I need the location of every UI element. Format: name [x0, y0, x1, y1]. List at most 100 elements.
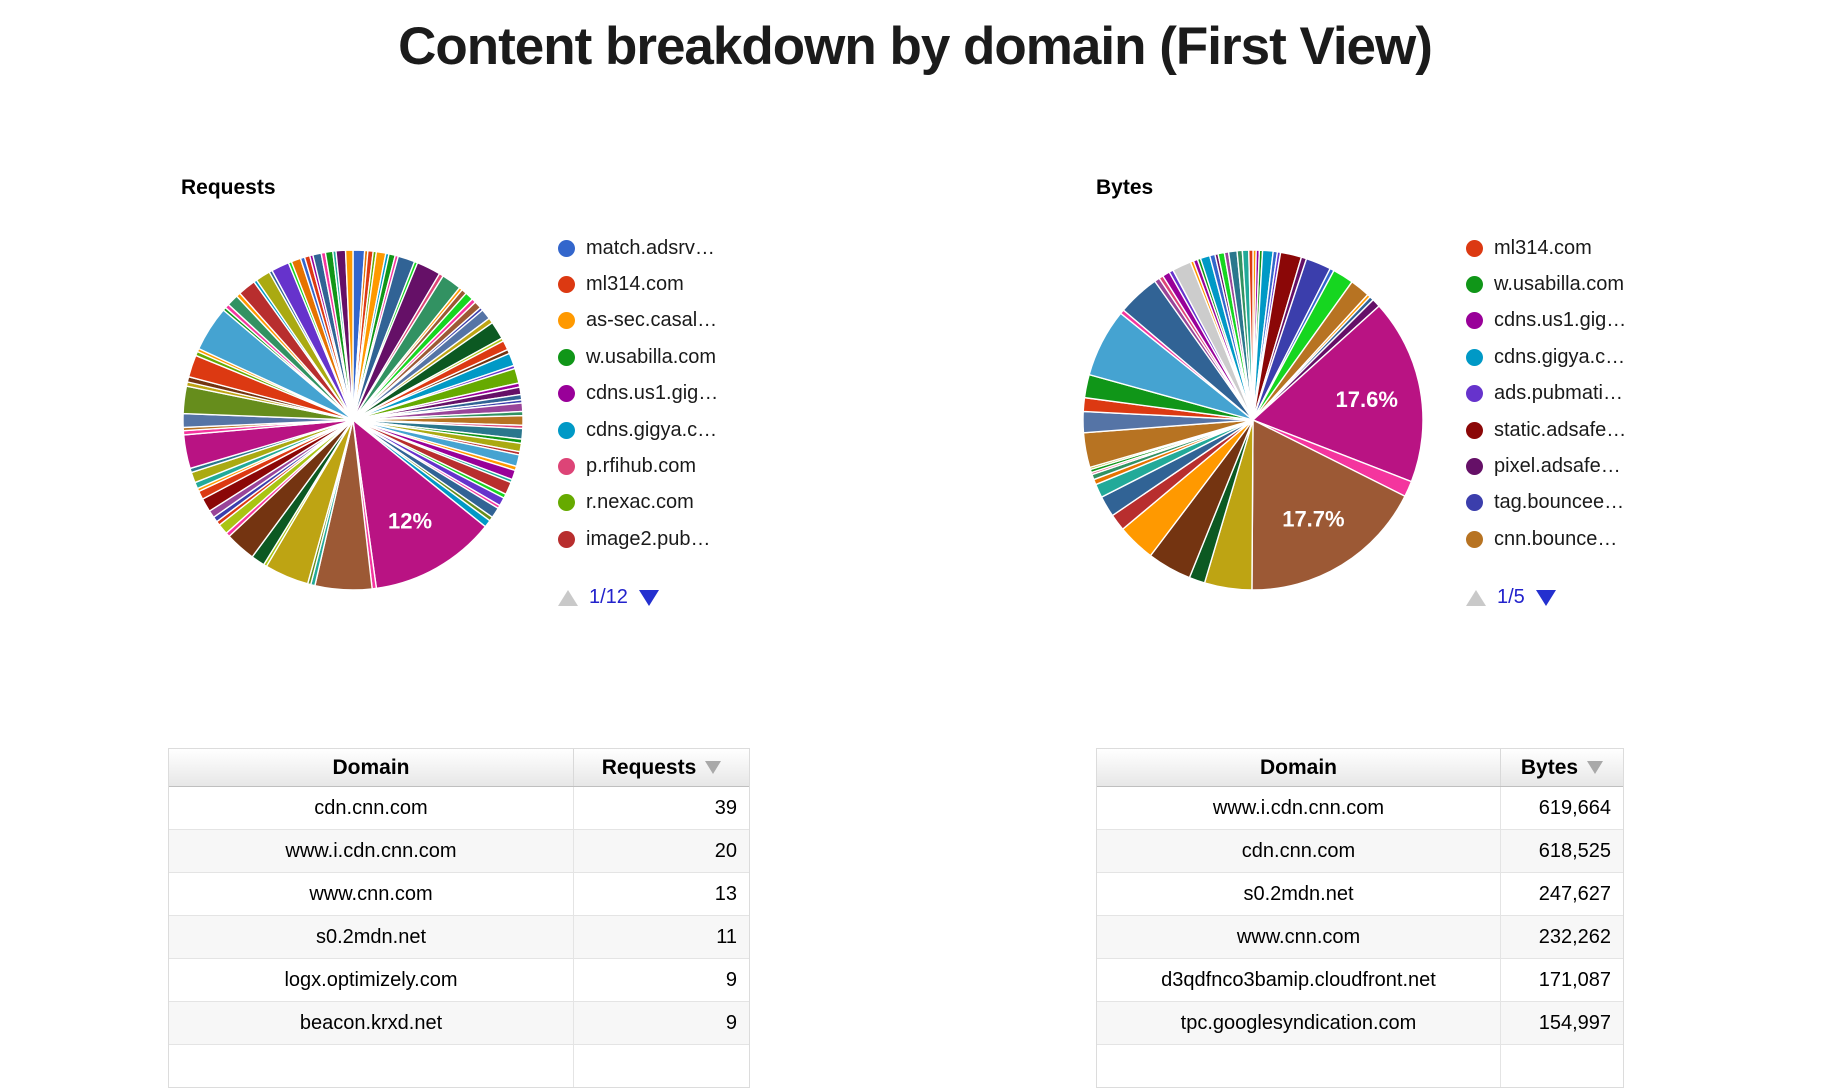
pie-slice-label: 12%	[388, 509, 432, 534]
legend-label: cnn.bounce…	[1494, 527, 1618, 550]
legend-item: r.nexac.com	[558, 485, 718, 521]
value-cell: 11	[716, 925, 737, 948]
value-cell: 154,997	[1538, 1011, 1611, 1034]
table-row: s0.2mdn.net 11	[169, 915, 749, 958]
legend-swatch-icon	[558, 530, 575, 548]
legend-item: static.adsafe…	[1466, 412, 1626, 448]
legend-prev-page-icon[interactable]	[558, 589, 578, 606]
legend-item: as-sec.casal…	[558, 303, 718, 339]
table-row-partial	[169, 1044, 749, 1087]
legend-swatch-icon	[558, 276, 575, 294]
bytes-table: Domain Bytes www.i.cdn.cnn.com 619,664 cdn…	[1096, 748, 1624, 1088]
value-cell	[1501, 1045, 1623, 1087]
pie-slice-label: 17.7%	[1282, 507, 1344, 532]
bytes-legend: ml314.com w.usabilla.com cdns.us1.gig… cdns…	[1466, 230, 1626, 558]
legend-swatch-icon	[1466, 458, 1483, 476]
legend-swatch-icon	[1466, 312, 1483, 330]
legend-swatch-icon	[558, 458, 575, 476]
legend-label: image2.pub…	[586, 527, 711, 550]
domain-cell: www.i.cdn.cnn.com	[169, 830, 574, 872]
legend-item: ml314.com	[1466, 230, 1626, 266]
value-cell: 20	[714, 839, 737, 862]
legend-swatch-icon	[1466, 421, 1483, 439]
legend-prev-page-icon[interactable]	[1466, 589, 1486, 606]
table-row: d3qdfnco3bamip.cloudfront.net 171,087	[1097, 958, 1623, 1001]
legend-item: cdns.gigya.c…	[558, 412, 718, 448]
table-row: cdn.cnn.com 618,525	[1097, 829, 1623, 872]
legend-label: cdns.us1.gig…	[586, 382, 719, 405]
column-header-bytes-label: Bytes	[1520, 755, 1579, 779]
legend-item: ads.pubmati…	[1466, 376, 1626, 412]
column-header-bytes[interactable]: Bytes	[1501, 749, 1623, 786]
legend-item: w.usabilla.com	[1466, 266, 1626, 302]
legend-label: tag.bouncee…	[1494, 491, 1625, 514]
pie-slice[interactable]	[1248, 249, 1254, 421]
requests-table-body: cdn.cnn.com 39 www.i.cdn.cnn.com 20 www.cnn.…	[169, 787, 749, 1087]
legend-item: image2.pub…	[558, 521, 718, 557]
legend-swatch-icon	[558, 348, 575, 366]
legend-swatch-icon	[558, 239, 575, 257]
pie-slice[interactable]	[344, 249, 354, 421]
table-row: beacon.krxd.net 9	[169, 1001, 749, 1044]
legend-item: tag.bouncee…	[1466, 485, 1626, 521]
legend-label: ml314.com	[1494, 236, 1592, 259]
pie-slice[interactable]	[1251, 304, 1424, 483]
pie-slice-label: 17.6%	[1336, 387, 1398, 412]
pie-slice[interactable]	[352, 418, 487, 590]
legend-label: cdns.gigya.c…	[1494, 345, 1626, 368]
requests-pie-chart[interactable]: 12%	[181, 248, 525, 592]
bytes-table-body: www.i.cdn.cnn.com 619,664 cdn.cnn.com 618,5…	[1097, 787, 1623, 1087]
requests-legend: match.adsrv… ml314.com as-sec.casal… w.usab…	[558, 230, 718, 558]
sort-desc-icon[interactable]	[1587, 761, 1604, 774]
requests-table-header: Domain Requests	[169, 749, 749, 787]
pie-slice[interactable]	[1251, 418, 1406, 591]
sort-desc-icon[interactable]	[705, 761, 722, 774]
legend-label: match.adsrv…	[586, 236, 715, 259]
domain-cell: tpc.googlesyndication.com	[1097, 1002, 1501, 1044]
legend-label: cdns.gigya.c…	[586, 418, 718, 441]
domain-cell: www.i.cdn.cnn.com	[1097, 787, 1501, 829]
legend-swatch-icon	[558, 385, 575, 403]
legend-item: ml314.com	[558, 266, 718, 302]
legend-swatch-icon	[558, 421, 575, 439]
value-cell: 247,627	[1538, 882, 1611, 905]
legend-item: cdns.us1.gig…	[1466, 303, 1626, 339]
column-header-domain[interactable]: Domain	[169, 749, 574, 786]
domain-cell: s0.2mdn.net	[169, 916, 574, 958]
column-header-requests[interactable]: Requests	[574, 749, 749, 786]
domain-cell	[169, 1045, 574, 1087]
domain-cell: s0.2mdn.net	[1097, 873, 1501, 915]
domain-cell: www.cnn.com	[1097, 916, 1501, 958]
table-row: s0.2mdn.net 247,627	[1097, 872, 1623, 915]
legend-swatch-icon	[1466, 385, 1483, 403]
legend-swatch-icon	[1466, 348, 1483, 366]
domain-cell: cdn.cnn.com	[1097, 830, 1501, 872]
column-header-domain[interactable]: Domain	[1097, 749, 1501, 786]
domain-cell: beacon.krxd.net	[169, 1002, 574, 1044]
legend-swatch-icon	[558, 312, 575, 330]
column-header-requests-label: Requests	[601, 755, 697, 779]
legend-label: r.nexac.com	[586, 491, 694, 514]
legend-label: ads.pubmati…	[1494, 382, 1623, 405]
requests-legend-pagination: 1/12	[558, 586, 659, 609]
legend-next-page-icon[interactable]	[638, 589, 659, 606]
value-cell	[574, 1045, 749, 1087]
table-row: www.i.cdn.cnn.com 619,664	[1097, 787, 1623, 829]
legend-next-page-icon[interactable]	[1535, 589, 1556, 606]
legend-swatch-icon	[1466, 530, 1483, 548]
legend-item: cnn.bounce…	[1466, 521, 1626, 557]
table-row: www.cnn.com 232,262	[1097, 915, 1623, 958]
legend-label: as-sec.casal…	[586, 309, 718, 332]
legend-page-indicator: 1/12	[589, 586, 628, 608]
legend-page-indicator: 1/5	[1497, 586, 1525, 608]
legend-label: p.rfihub.com	[586, 455, 697, 478]
bytes-legend-pagination: 1/5	[1466, 586, 1556, 609]
legend-item: w.usabilla.com	[558, 339, 718, 375]
bytes-chart-title: Bytes	[1096, 176, 1154, 199]
legend-label: w.usabilla.com	[1494, 273, 1625, 296]
bytes-table-header: Domain Bytes	[1097, 749, 1623, 787]
bytes-pie-chart[interactable]: 17.6% 17.7%	[1081, 248, 1425, 592]
legend-label: w.usabilla.com	[586, 345, 717, 368]
domain-cell	[1097, 1045, 1501, 1087]
legend-label: static.adsafe…	[1494, 418, 1627, 441]
